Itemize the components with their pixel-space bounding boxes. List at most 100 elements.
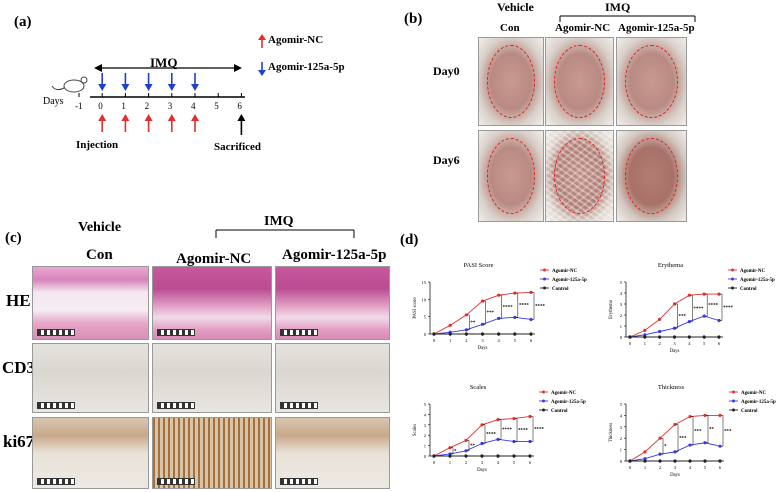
significance-label: *** <box>694 429 702 434</box>
series-line <box>629 414 720 462</box>
lesion-outline <box>554 138 605 214</box>
data-point <box>643 459 647 463</box>
significance-bracket <box>721 415 724 447</box>
x-tick-label: 6 <box>719 465 722 470</box>
histology-cd3-agomir-nc <box>152 343 272 413</box>
data-point <box>717 318 721 323</box>
x-axis-label: Days <box>670 473 680 478</box>
data-point <box>432 454 436 458</box>
chart-title: Scales <box>470 384 487 391</box>
data-point <box>496 454 500 458</box>
x-tick-label: 5 <box>704 465 707 470</box>
legend-label: Agomir-125a-5p <box>552 278 587 283</box>
significance-bracket <box>515 292 519 318</box>
data-point <box>496 418 500 422</box>
y-tick-label: 4 <box>424 412 427 417</box>
panel-b-row-day6: Day6 <box>433 153 460 167</box>
data-point <box>672 302 677 306</box>
chart-title: Thickness <box>658 384 685 391</box>
panel-c-row-cd3: CD3 <box>2 358 36 377</box>
legend-marker <box>731 268 734 272</box>
series-line <box>629 315 720 338</box>
significance-bracket <box>690 294 693 322</box>
significance-label: *** <box>679 437 687 442</box>
significance-bracket <box>675 303 678 329</box>
y-tick-label: 5 <box>424 402 427 407</box>
data-point <box>464 313 468 317</box>
photo-day6-agomir-nc <box>545 130 614 222</box>
x-tick-label: 2 <box>465 460 467 465</box>
significance-label: * <box>664 445 667 450</box>
series-line <box>433 291 532 335</box>
data-point <box>718 459 722 463</box>
x-axis-label: Days <box>670 349 680 354</box>
data-point <box>658 459 662 463</box>
photo-day0-agomir-125a <box>616 37 687 126</box>
y-tick-label: 0 <box>620 459 623 464</box>
y-tick-label: 1 <box>620 448 622 453</box>
agomir-125a-arrowhead <box>121 84 130 91</box>
x-tick-label: 5 <box>513 460 516 465</box>
significance-label: **** <box>534 427 545 432</box>
agomir-125a-arrowhead <box>98 84 107 91</box>
chart-title: Erythema <box>658 262 683 269</box>
histology-he-agomir-nc <box>152 266 272 340</box>
data-point <box>528 414 532 419</box>
x-tick-label: 4 <box>689 465 692 470</box>
legend-label: Control <box>741 409 758 414</box>
imq-bracket-arrow <box>90 64 245 98</box>
agomir-nc-arrowhead <box>121 114 130 121</box>
x-tick-label: 0 <box>433 338 436 343</box>
day-tick-label: 0 <box>98 101 103 111</box>
significance-label: *** <box>679 315 687 320</box>
panel-c-imq-label: IMQ <box>264 214 294 229</box>
panel-c-row-ki67: ki67 <box>3 432 35 451</box>
day-tick-label: 5 <box>214 101 219 111</box>
data-point <box>480 423 484 427</box>
significance-bracket <box>676 424 679 453</box>
histology-ki67-agomir-125a <box>275 417 390 489</box>
data-point <box>718 444 722 448</box>
histology-ki67-con <box>32 417 149 489</box>
significance-label: **** <box>518 429 529 434</box>
scale-bar <box>37 402 75 409</box>
x-tick-label: 0 <box>433 460 436 465</box>
panel-b-imq-bracket <box>559 15 696 22</box>
data-point <box>448 332 452 336</box>
photo-day0-con <box>478 37 544 126</box>
data-point <box>464 332 468 336</box>
mouse-icon <box>51 76 88 93</box>
x-tick-label: 2 <box>465 338 467 343</box>
scale-bar <box>280 402 318 409</box>
data-point <box>480 299 485 303</box>
y-tick-label: 3 <box>620 425 623 430</box>
legend-arrows <box>258 34 266 76</box>
legend-label: Agomir-125a-5p <box>740 278 775 283</box>
agomir-125a-arrowhead <box>191 84 199 91</box>
y-tick-label: 2 <box>620 313 622 318</box>
data-point <box>464 454 468 458</box>
x-tick-label: 3 <box>673 341 676 346</box>
data-point <box>480 322 485 326</box>
data-point <box>702 335 706 339</box>
legend-agomir-125a: Agomir-125a-5p <box>268 61 345 73</box>
data-point <box>673 459 677 463</box>
y-axis-label: Scales <box>413 424 418 436</box>
x-tick-label: 1 <box>449 338 451 343</box>
panel-a-label: (a) <box>14 14 32 30</box>
y-tick-label: 15 <box>422 280 427 285</box>
legend-marker <box>543 268 546 272</box>
legend-marker <box>543 286 546 290</box>
legend-label: Agomir-NC <box>741 391 766 396</box>
agomir-nc-arrowhead <box>167 114 176 121</box>
significance-label: *** <box>487 311 495 316</box>
scale-bar <box>157 478 195 485</box>
day-tick-label: -1 <box>75 101 83 111</box>
data-point <box>658 317 662 321</box>
data-point <box>628 335 632 339</box>
significance-label: ** <box>470 444 476 449</box>
sacrificed-label: Sacrificed <box>214 141 262 153</box>
data-point <box>512 416 516 421</box>
scale-bar <box>157 329 195 336</box>
